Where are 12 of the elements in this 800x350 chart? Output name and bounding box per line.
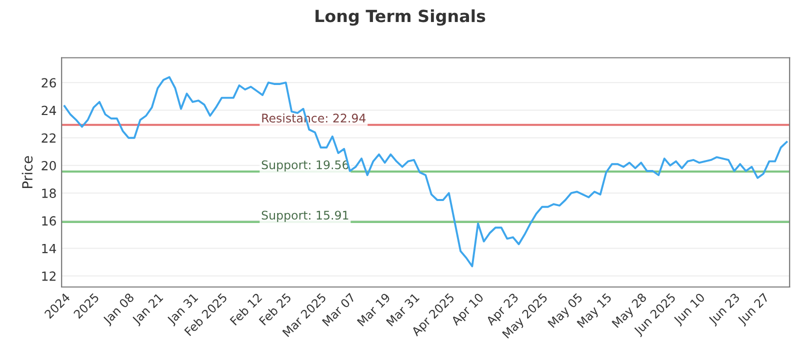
y-axis-title: Price — [22, 156, 33, 188]
ref-line-label: Support: 15.91 — [262, 210, 348, 222]
line-series — [64, 76, 788, 268]
y-tick-label: 26 — [42, 78, 56, 88]
y-tick-label: 14 — [42, 244, 56, 254]
y-tick-label: 12 — [42, 271, 56, 281]
y-tick-label: 20 — [42, 160, 56, 170]
chart-title: Long Term Signals — [316, 9, 486, 26]
y-tick-label: 18 — [42, 188, 56, 198]
y-tick-label: 22 — [42, 133, 56, 143]
y-tick-label: 16 — [42, 216, 56, 226]
y-tick-label: 24 — [42, 106, 56, 115]
